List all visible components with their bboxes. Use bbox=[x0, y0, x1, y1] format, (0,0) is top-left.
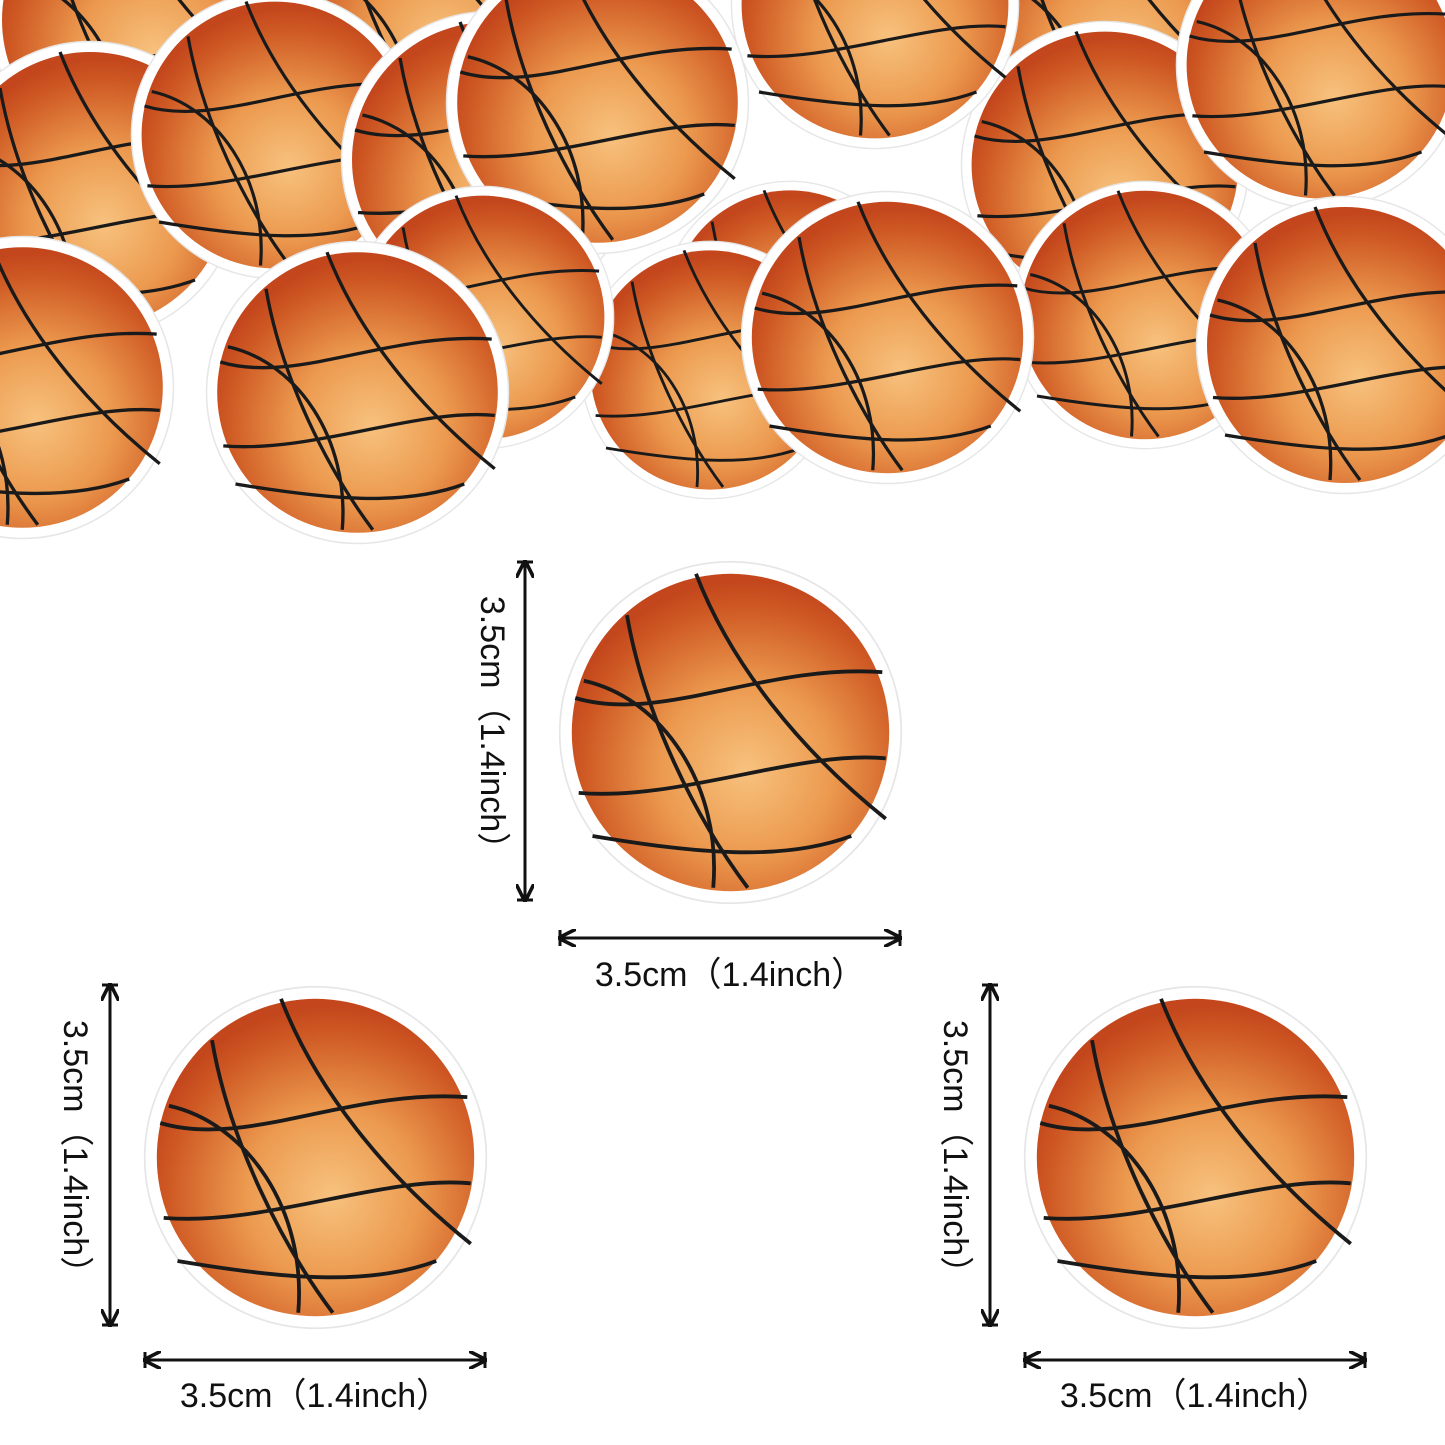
width-label: 3.5cm（1.4inch） bbox=[1060, 1377, 1330, 1415]
ball bbox=[1023, 985, 1368, 1330]
ball-pile bbox=[0, 0, 1445, 545]
dimension-lines bbox=[102, 562, 1365, 1368]
width-label: 3.5cm（1.4inch） bbox=[180, 1377, 450, 1415]
ball bbox=[558, 560, 903, 905]
height-label: 3.5cm（1.4inch） bbox=[936, 1020, 974, 1290]
height-label: 3.5cm（1.4inch） bbox=[473, 596, 511, 866]
width-label: 3.5cm（1.4inch） bbox=[595, 956, 865, 994]
height-label: 3.5cm（1.4inch） bbox=[56, 1020, 94, 1290]
ball bbox=[143, 985, 488, 1330]
